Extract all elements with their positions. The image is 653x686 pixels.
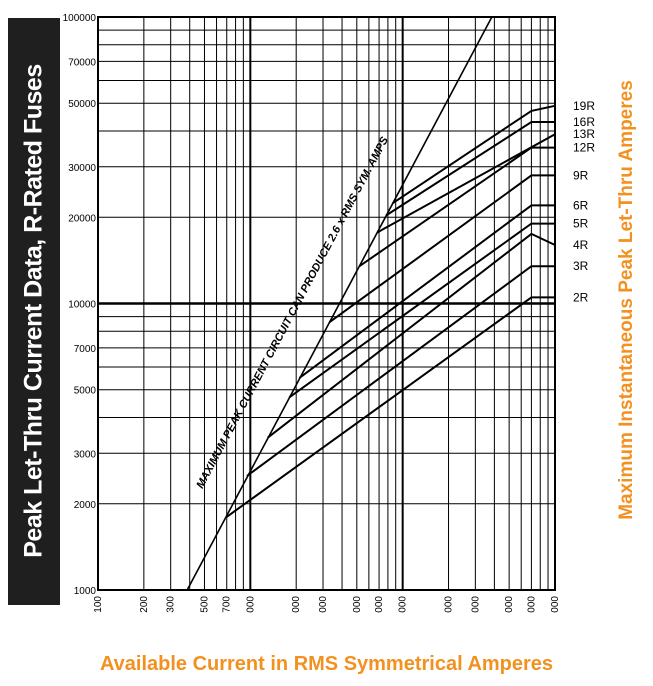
series-label-9r: 9R [573,168,589,182]
series-label-6r: 6R [573,198,589,212]
x-tick-label: 500 [199,596,210,613]
series-line-2r [226,296,555,518]
y-tick-label: 50000 [68,99,96,110]
x-tick-label: 000 [398,596,409,613]
x-tick-label: 000 [444,596,455,613]
x-tick-label: 000 [550,596,561,613]
series-label-19r: 19R [573,99,595,113]
x-tick-label: 000 [526,596,537,613]
series-line-12r [358,146,555,268]
x-tick-label: 000 [374,596,385,613]
series-label-2r: 2R [573,290,589,304]
x-tick-label: 000 [352,596,363,613]
x-tick-label: 000 [245,596,256,613]
series-line-4r [267,232,556,439]
y-tick-label: 1000 [74,586,97,597]
series-line-3r [246,265,555,477]
series-label-3r: 3R [573,259,589,273]
series-line-5r [288,222,555,399]
series-label-5r: 5R [573,217,589,231]
max-peak-line [186,16,493,591]
series-label-13r: 13R [573,127,595,141]
series-label-4r: 4R [573,238,589,252]
x-tick-label: 000 [318,596,329,613]
y-tick-label: 20000 [68,213,96,224]
series-line-16r [385,121,555,217]
y-tick-label: 3000 [74,449,97,460]
y-tick-label: 10000 [68,300,96,311]
x-tick-label: 000 [470,596,481,613]
series-line-6r [298,204,555,379]
series-line-9r [328,174,555,324]
x-tick-label: 300 [166,596,177,613]
left-title-band [8,18,60,605]
x-tick-label: 000 [504,596,515,613]
y-tick-label: 100000 [63,13,97,24]
y-tick-label: 5000 [74,386,97,397]
y-tick-label: 7000 [74,344,97,355]
series-label-16r: 16R [573,115,595,129]
x-tick-label: 000 [291,596,302,613]
y-tick-label: 70000 [68,57,96,68]
series-label-12r: 12R [573,141,595,155]
max-peak-annotation: MAXIMUM PEAK CURRENT CIRCUIT CAN PRODUCE… [194,134,391,490]
y-tick-label: 2000 [74,500,97,511]
x-tick-label: 200 [139,596,150,613]
x-axis-title: Available Current in RMS Symmetrical Amp… [99,653,554,675]
x-tick-label: 100 [93,596,104,613]
y-tick-label: 30000 [68,163,96,174]
x-tick-label: 700 [222,596,233,613]
series-line-19r [392,104,556,205]
